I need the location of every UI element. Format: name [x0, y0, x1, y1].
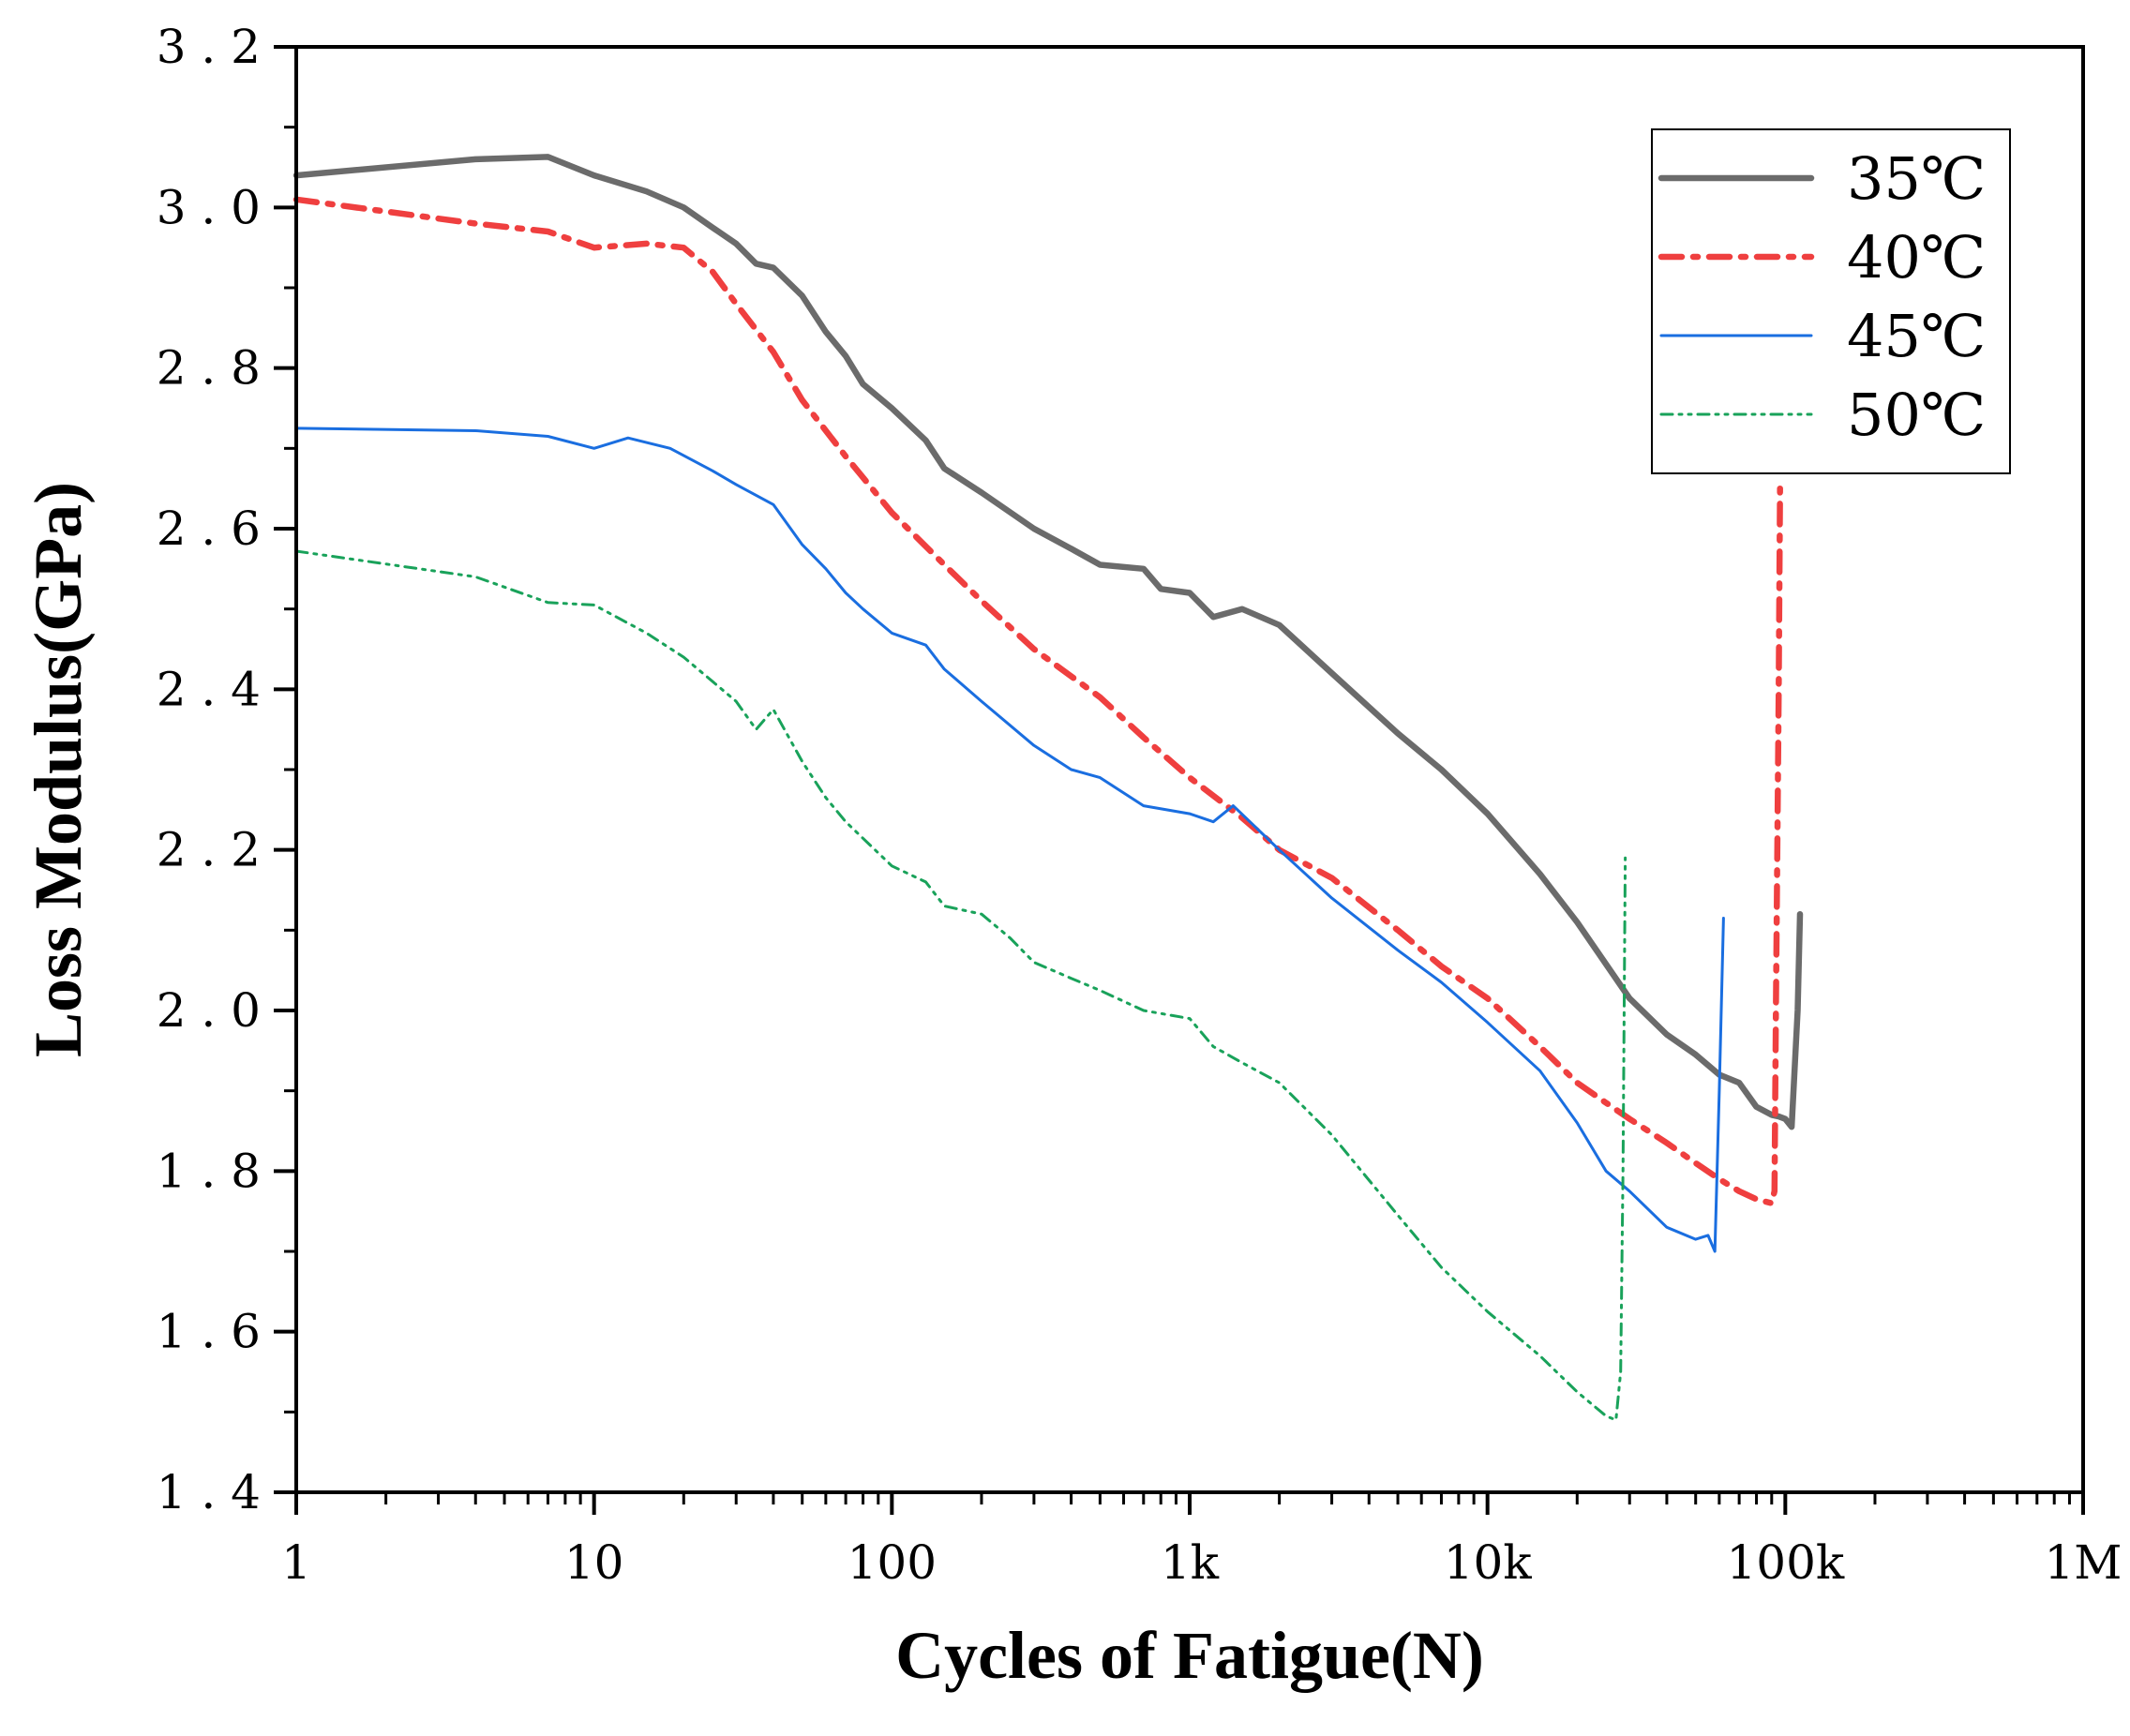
y-axis-title: Loss Modulus(GPa)	[21, 482, 96, 1057]
x-axis-title: Cycles of Fatigue(N)	[895, 1618, 1484, 1693]
y-tick-label: 3 . 2	[157, 20, 261, 74]
legend-label-4: 50℃	[1847, 381, 1986, 449]
x-tick-label: 10	[564, 1535, 624, 1590]
y-tick-label: 2 . 8	[157, 341, 261, 396]
y-tick-label: 1 . 4	[157, 1465, 261, 1519]
y-tick-label: 2 . 2	[157, 823, 261, 877]
x-tick-label: 10k	[1444, 1535, 1533, 1590]
series-line-2	[292, 196, 1783, 1206]
x-tick-label: 100	[848, 1535, 937, 1590]
y-tick-label: 1 . 8	[157, 1144, 261, 1198]
legend: 35℃ 40℃ 45℃ 50℃	[1651, 128, 2011, 474]
series-layer	[292, 154, 1804, 1422]
x-tick-label: 1	[281, 1535, 311, 1590]
legend-label-3: 45℃	[1847, 302, 1986, 370]
y-tick-label: 2 . 4	[157, 662, 261, 716]
x-tick-label: 100k	[1726, 1535, 1844, 1590]
legend-label-2: 40℃	[1847, 223, 1986, 292]
series-line-1	[292, 154, 1804, 1130]
y-tick-label: 2 . 0	[157, 983, 261, 1038]
series-line-4	[294, 549, 1628, 1422]
y-tick-label: 2 . 6	[157, 501, 261, 556]
x-tick-label: 1M	[2044, 1535, 2122, 1590]
y-tick-label: 3 . 0	[157, 180, 261, 234]
legend-box	[1651, 128, 2011, 474]
legend-label-1: 35℃	[1847, 144, 1986, 213]
x-tick-label: 1k	[1161, 1535, 1220, 1590]
tick-layer: 1 10 100 1k 10k 100k 1M 1 . 4 1 . 6 1 . 8 2 . 0 2 .…	[157, 20, 2122, 1590]
y-tick-label: 1 . 6	[157, 1305, 261, 1359]
